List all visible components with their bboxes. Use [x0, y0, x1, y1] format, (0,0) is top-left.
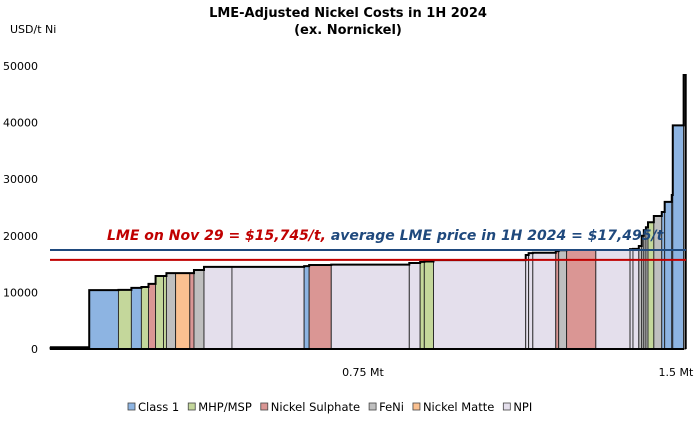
legend-label: FeNi: [379, 400, 404, 414]
cost-bar-mhp: [423, 261, 434, 350]
y-tick-label: 50000: [3, 60, 38, 73]
cost-bar-class1: [303, 265, 310, 350]
legend-swatch: [412, 402, 421, 411]
chart-subtitle: (ex. Nornickel): [294, 23, 402, 38]
cost-bar-npi: [231, 266, 305, 350]
cost-bar-class1: [672, 124, 685, 350]
cost-bar-npi: [632, 248, 640, 350]
cost-bar-npi: [330, 264, 410, 350]
cost-bar-feni: [558, 249, 568, 350]
legend-item-npi: NPI: [502, 400, 532, 414]
cost-bar-mhp: [155, 275, 164, 350]
legend-swatch: [260, 402, 269, 411]
cost-bar-npi: [433, 259, 527, 350]
y-axis-label: USD/t Ni: [10, 23, 56, 36]
cost-bar-feni: [193, 269, 205, 350]
legend-item-mhp: MHP/MSP: [187, 400, 252, 414]
cost-bar-mhp: [140, 286, 149, 350]
cost-bar-npi: [528, 252, 534, 350]
y-tick-label: 10000: [3, 286, 38, 299]
legend-label: NPI: [513, 400, 532, 414]
legend-label: MHP/MSP: [198, 400, 252, 414]
legend-swatch: [368, 402, 377, 411]
spot-label: LME on Nov 29 = $15,745/t,: [107, 228, 326, 244]
cost-bar-mhp: [117, 289, 132, 350]
cost-bar-mhp: [419, 261, 425, 350]
cost-bar-sulphate: [148, 283, 157, 350]
legend-item-class1: Class 1: [127, 400, 179, 414]
cost-bar-feni: [165, 272, 177, 350]
y-tick-label: 0: [31, 343, 38, 356]
x-tick-label: 1.5 Mt: [659, 366, 694, 379]
cost-bar-class1: [88, 289, 119, 350]
y-tick-label: 20000: [3, 230, 38, 243]
cost-curve-outline: [50, 74, 687, 349]
cost-bar-npi: [595, 249, 631, 350]
y-tick-label: 30000: [3, 173, 38, 186]
cost-bar-matte: [175, 272, 191, 350]
chart-title: LME-Adjusted Nickel Costs in 1H 2024: [209, 6, 487, 21]
y-tick-label: 40000: [3, 117, 38, 130]
legend-swatch: [502, 402, 511, 411]
legend-label: Class 1: [138, 400, 179, 414]
annotation: LME on Nov 29 = $15,745/t, average LME p…: [107, 228, 665, 244]
x-tick-label: 0.75 Mt: [342, 366, 384, 379]
legend-item-feni: FeNi: [368, 400, 404, 414]
legend-item-matte: Nickel Matte: [412, 400, 494, 414]
legend-swatch: [187, 402, 196, 411]
legend-label: Nickel Matte: [423, 400, 494, 414]
cost-bar-npi: [408, 262, 421, 350]
cost-bar-sulphate: [566, 249, 597, 350]
cost-bar-class1: [664, 201, 673, 350]
cost-bar-npi: [203, 266, 233, 350]
cost-bar-npi: [532, 252, 557, 350]
average-label: average LME price in 1H 2024 = $17,495/t: [331, 228, 665, 244]
legend-swatch: [127, 402, 136, 411]
legend-label: Nickel Sulphate: [271, 400, 360, 414]
legend-item-sulphate: Nickel Sulphate: [260, 400, 360, 414]
cost-bar-sulphate: [189, 272, 195, 350]
cost-bar-sulphate: [308, 264, 332, 350]
cost-bar-class1: [130, 287, 142, 350]
